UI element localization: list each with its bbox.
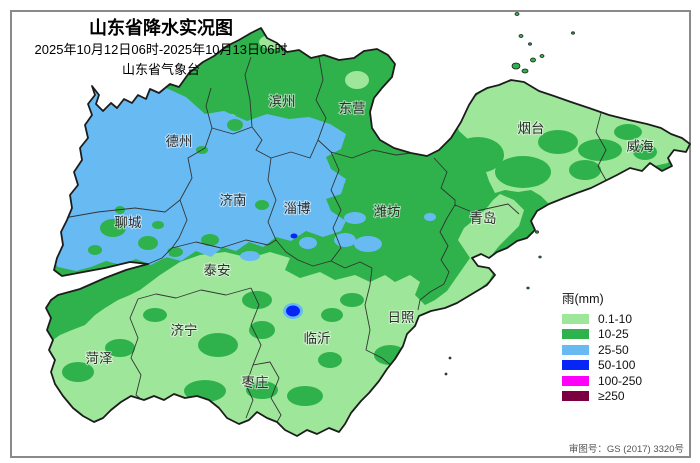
page-title: 山东省降水实况图	[89, 18, 233, 38]
legend-item: 50-100	[562, 358, 642, 374]
city-label-liaocheng: 聊城	[115, 215, 142, 230]
city-label-heze: 菏泽	[86, 351, 113, 366]
date-range: 2025年10月12日06时-2025年10月13日06时	[34, 42, 288, 58]
islands	[444, 12, 575, 376]
city-label-jining: 济宁	[171, 322, 198, 338]
legend-item: 25-50	[562, 342, 642, 358]
legend-swatch-green	[562, 329, 589, 340]
city-label-binzhou: 滨州	[269, 94, 296, 109]
legend-label: 25-50	[598, 342, 629, 357]
map-frame-border	[10, 10, 691, 458]
legend-label: 0.1-10	[598, 311, 633, 326]
legend-label: ≥250	[598, 389, 625, 404]
legend-item: 0.1-10	[562, 311, 642, 327]
map-approval-number: 审图号：GS (2017) 3320号	[568, 444, 684, 455]
city-label-taian: 泰安	[204, 263, 231, 278]
legend-label: 10-25	[598, 327, 629, 342]
city-label-linyi: 临沂	[304, 331, 331, 346]
legend-swatch-magenta	[562, 375, 589, 386]
city-label-zibo: 淄博	[284, 200, 311, 216]
city-label-jinan: 济南	[220, 193, 247, 208]
legend-swatch-light-green	[562, 313, 589, 324]
city-label-weihai: 威海	[627, 139, 654, 154]
rain-zone-qingdao-coast-light	[429, 194, 524, 316]
city-label-dezhou: 德州	[166, 134, 193, 149]
city-label-yantai: 烟台	[518, 121, 545, 136]
green-patches-in-south	[62, 291, 406, 406]
sky-blue-patches	[151, 212, 436, 261]
legend-swatch-maroon	[562, 391, 589, 402]
legend-swatch-sky-blue	[562, 344, 589, 355]
precipitation-layers	[46, 35, 690, 436]
title-block: 山东省降水实况图 2025年10月12日06时-2025年10月13日06时 山…	[16, 16, 306, 79]
city-label-weifang: 潍坊	[374, 204, 401, 219]
city-labels: 滨州 东营 德州 烟台 威海 聊城 济南 淄博 潍坊 青岛 泰安 日照 济宁 临…	[85, 93, 655, 391]
source-agency: 山东省气象台	[121, 61, 200, 77]
legend-label: 50-100	[598, 358, 636, 373]
legend-swatch-blue	[562, 360, 589, 371]
legend-label: 100-250	[598, 373, 643, 388]
legend-item: 100-250	[562, 373, 642, 389]
city-label-qingdao: 青岛	[470, 211, 497, 226]
blue-spot-linyi	[283, 233, 303, 319]
legend-item: 10-25	[562, 327, 642, 343]
green-patches-in-blue	[88, 119, 269, 257]
city-boundaries	[63, 56, 608, 430]
legend-item: ≥250	[562, 389, 642, 405]
city-label-dongying: 东营	[339, 101, 366, 116]
legend-title: 雨(mm)	[562, 292, 604, 306]
city-label-zaozhuang: 枣庄	[242, 374, 269, 390]
green-patches-on-peninsula	[452, 124, 657, 197]
city-label-rizhao: 日照	[388, 310, 415, 325]
province-outline	[45, 27, 691, 437]
legend: 雨(mm) 0.1-10 10-25 25-50 50-100 100-250 …	[562, 288, 642, 404]
